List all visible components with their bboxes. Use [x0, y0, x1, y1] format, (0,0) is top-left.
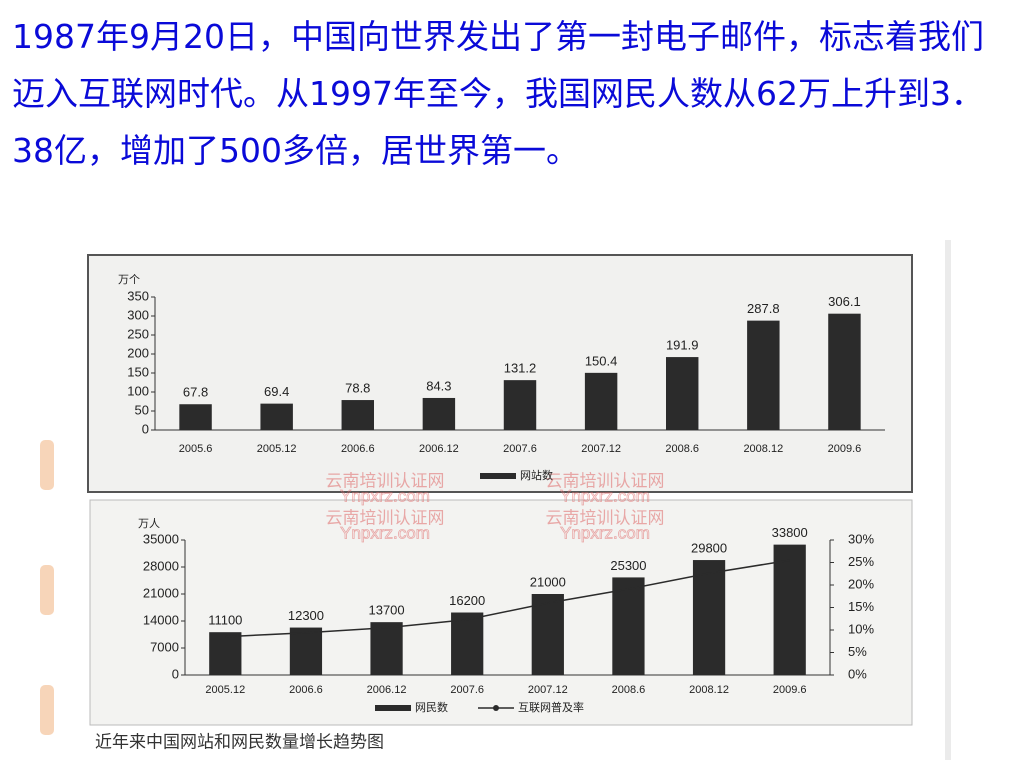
y2-tick-label: 25%: [848, 554, 874, 569]
watermark: Ynpxrz.com: [560, 486, 650, 505]
watermark: 云南培训认证网: [546, 508, 665, 527]
watermark: 云南培训认证网: [326, 508, 445, 527]
panel: [87, 254, 913, 493]
bar: [503, 380, 537, 430]
bar: [341, 400, 374, 430]
y-tick-label: 50: [135, 402, 149, 417]
bar: [828, 313, 861, 430]
x-tick-label: 2005.6: [179, 443, 213, 455]
x-tick-label: 2007.12: [528, 684, 568, 696]
caption: 近年来中国网站和网民数量增长趋势图: [95, 732, 384, 751]
watermark: Ynpxrz.com: [340, 523, 430, 542]
x-tick-label: 2005.12: [205, 684, 245, 696]
bar: [260, 403, 293, 430]
watermark: Ynpxrz.com: [560, 523, 650, 542]
y-tick-label: 300: [127, 307, 149, 322]
value-label: 287.8: [747, 301, 780, 316]
x-tick-label: 2006.6: [341, 443, 375, 455]
legend-swatch: [493, 705, 499, 711]
legend-label: 网站数: [520, 468, 553, 482]
legend-swatch: [375, 705, 411, 711]
y-tick-label: 0: [142, 421, 149, 436]
y-tick-label: 28000: [143, 558, 179, 573]
x-tick-label: 2007.6: [503, 443, 537, 455]
y-tick-label: 250: [127, 326, 149, 341]
value-label: 191.9: [666, 338, 699, 353]
bar: [451, 612, 484, 675]
value-label: 29800: [691, 540, 727, 555]
y-axis-unit: 万个: [118, 273, 140, 286]
y2-tick-label: 5%: [848, 644, 867, 659]
decor: [40, 685, 54, 735]
value-label: 78.8: [345, 380, 370, 395]
y-tick-label: 21000: [143, 585, 179, 600]
y2-tick-label: 10%: [848, 621, 874, 636]
y-tick-label: 200: [127, 345, 149, 360]
watermark: 云南培训认证网: [546, 471, 665, 490]
decor: [40, 565, 54, 615]
value-label: 33800: [772, 525, 808, 540]
bar: [666, 357, 699, 430]
x-tick-label: 2009.6: [828, 443, 862, 455]
x-tick-label: 2008.12: [689, 684, 729, 696]
y-tick-label: 150: [127, 364, 149, 379]
value-label: 11100: [208, 613, 242, 628]
y-tick-label: 14000: [143, 612, 179, 627]
bar: [422, 397, 456, 430]
y-tick-label: 7000: [150, 639, 179, 654]
value-label: 67.8: [183, 385, 208, 400]
y-tick-label: 100: [127, 383, 149, 398]
x-tick-label: 2005.12: [257, 443, 297, 455]
y-axis-unit: 万人: [138, 517, 160, 530]
y-tick-label: 35000: [143, 531, 179, 546]
decoration: [40, 240, 951, 760]
value-label: 84.3: [426, 378, 451, 393]
watermark: 云南培训认证网: [326, 471, 445, 490]
x-tick-label: 2007.12: [581, 443, 621, 455]
decor: [945, 240, 951, 760]
bar: [531, 594, 564, 675]
bar: [747, 320, 780, 430]
bar: [370, 622, 403, 675]
legend-swatch: [480, 473, 516, 479]
value-label: 69.4: [264, 384, 289, 399]
value-label: 16200: [449, 593, 485, 608]
bar: [612, 577, 645, 675]
value-label: 21000: [530, 574, 566, 589]
y2-tick-label: 15%: [848, 599, 874, 614]
line: [225, 559, 790, 638]
value-label: 306.1: [828, 294, 861, 309]
decor: [40, 440, 54, 490]
heading: 1987年9月20日，中国向世界发出了第一封电子邮件，标志着我们迈入互联网时代。…: [12, 17, 984, 170]
value-label: 131.2: [504, 361, 537, 376]
x-tick-label: 2008.6: [612, 684, 646, 696]
y2-tick-label: 30%: [848, 531, 874, 546]
y2-tick-label: 20%: [848, 576, 874, 591]
x-tick-label: 2009.6: [773, 684, 807, 696]
x-tick-label: 2006.12: [419, 443, 459, 455]
bar: [289, 627, 323, 675]
value-label: 25300: [610, 558, 646, 573]
value-label: 150.4: [585, 353, 618, 368]
value-label: 13700: [368, 603, 404, 618]
x-tick-label: 2006.12: [367, 684, 407, 696]
bar: [209, 632, 242, 675]
legend-label: 互联网普及率: [518, 700, 584, 714]
value-label: 12300: [288, 608, 324, 623]
x-tick-label: 2006.6: [289, 684, 323, 696]
bar: [179, 404, 212, 430]
y-tick-label: 0: [172, 666, 179, 681]
bar: [584, 372, 618, 430]
y-tick-label: 350: [127, 288, 149, 303]
y2-tick-label: 0%: [848, 666, 867, 681]
x-tick-label: 2008.6: [665, 443, 699, 455]
x-tick-label: 2007.6: [450, 684, 484, 696]
bar: [773, 544, 806, 675]
legend-label: 网民数: [415, 701, 448, 714]
watermark: Ynpxrz.com: [340, 486, 430, 505]
bar: [692, 560, 726, 675]
x-tick-label: 2008.12: [743, 443, 783, 455]
